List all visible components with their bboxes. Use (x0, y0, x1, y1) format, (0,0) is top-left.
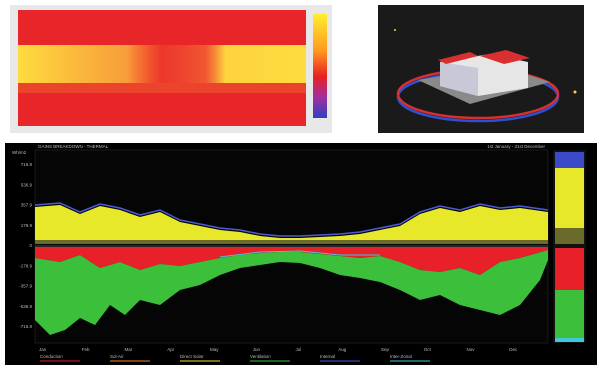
summary-segment (555, 228, 584, 244)
y-tick-label: -357.9 (19, 284, 32, 289)
model-view (378, 5, 584, 133)
y-tick-label: 357.9 (21, 203, 33, 208)
summary-segment (555, 248, 584, 290)
chart-title: GAINS BREAKDOWN - THERMAL (38, 144, 109, 149)
legend-label: Internal (320, 354, 335, 359)
plot-area (35, 150, 548, 343)
x-tick-label: Feb (82, 347, 90, 352)
screenshot: GAINS BREAKDOWN - THERMAL 1st January - … (0, 0, 601, 366)
page: {"gains_chart": { "title": "GAINS BREAKD… (0, 0, 601, 366)
x-tick-label: Dec (509, 347, 518, 352)
summary-segment (555, 152, 584, 168)
x-tick-label: Apr (167, 347, 175, 352)
y-tick-label: -536.9 (19, 304, 32, 309)
gains-panel: GAINS BREAKDOWN - THERMAL 1st January - … (5, 143, 597, 365)
legend-label: Sol-Air (110, 354, 124, 359)
legend-label: Ventilation (250, 354, 271, 359)
legend-label: Direct Solar (180, 354, 204, 359)
summary-segment (555, 338, 584, 342)
color-scale (313, 14, 327, 118)
summary-segment (555, 290, 584, 338)
heatmap-panel (10, 5, 332, 133)
x-tick-label: Jul (296, 347, 302, 352)
y-tick-label: -178.9 (19, 263, 32, 268)
y-tick-label: 715.8 (21, 162, 33, 167)
x-tick-label: Sep (381, 347, 390, 352)
sun-point (574, 91, 577, 94)
legend-label: Inter-Zonal (390, 354, 412, 359)
heatmap-band (18, 83, 306, 93)
heatmap-band (18, 45, 306, 83)
date-range: 1st January - 31st December (487, 144, 545, 149)
summary-segment (555, 168, 584, 228)
x-tick-label: May (210, 347, 219, 352)
y-tick-label: 536.9 (21, 182, 33, 187)
y-tick-label: 178.9 (21, 223, 33, 228)
legend-label: Conduction (40, 354, 63, 359)
x-tick-label: Aug (338, 347, 347, 352)
y-unit: Wh/m2 (12, 150, 27, 155)
x-tick-label: Nov (467, 347, 476, 352)
x-tick-label: Mar (125, 347, 133, 352)
x-tick-label: Jan (39, 347, 47, 352)
x-tick-label: Jun (253, 347, 261, 352)
y-tick-label: -715.8 (19, 324, 32, 329)
x-tick-label: Oct (424, 347, 432, 352)
sun-point (394, 29, 396, 31)
